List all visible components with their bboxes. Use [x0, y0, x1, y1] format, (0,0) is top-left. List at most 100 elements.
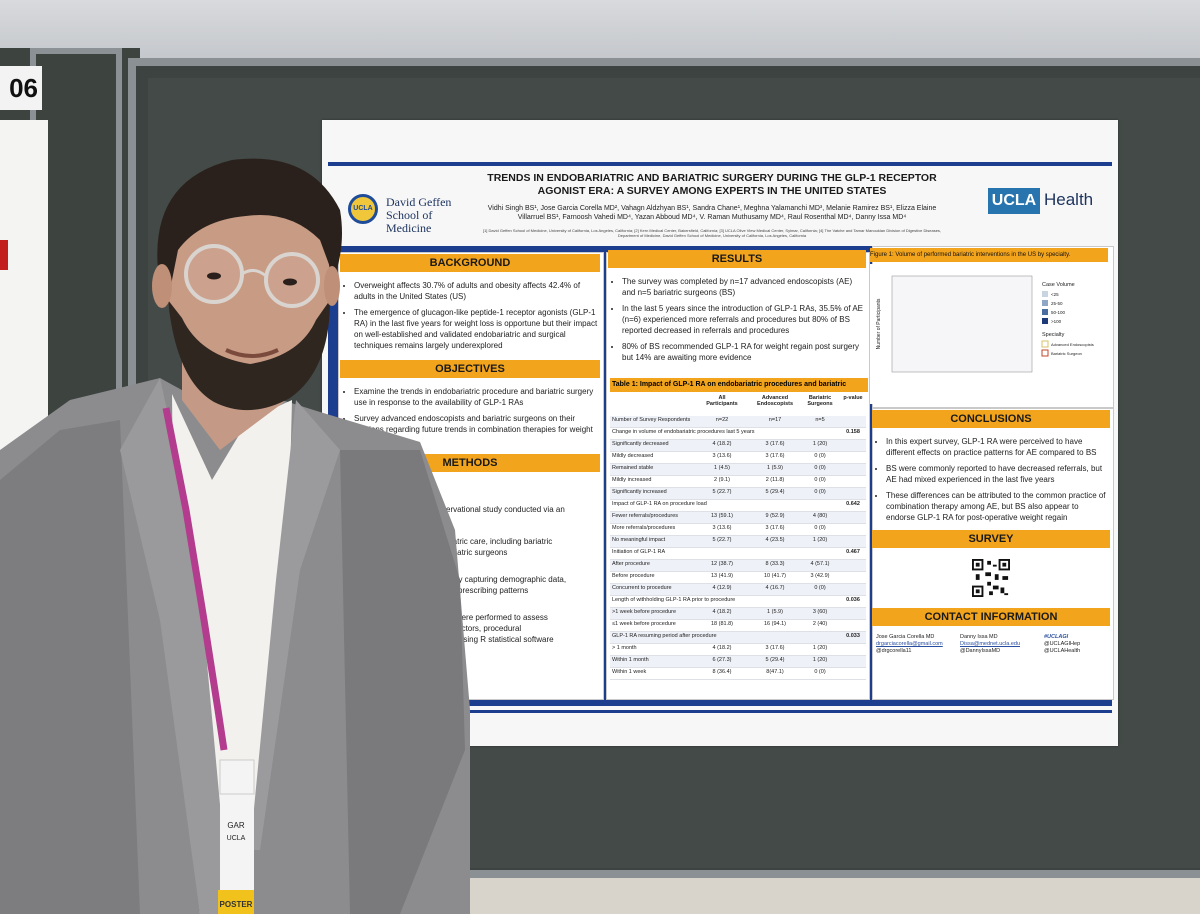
table-cell: 4 (18.2) — [712, 609, 732, 615]
table-cell: 9 (52.9) — [765, 513, 785, 519]
table-row: Impact of GLP-1 RA on procedure load 0.64… — [610, 500, 866, 512]
background-body: Overweight affects 30.7% of adults and o… — [344, 280, 598, 356]
table-row: Within 1 week 8 (36.4) 8(47.1) 0 (0) — [610, 668, 866, 680]
table-cell: Remained stable — [612, 465, 654, 471]
background-bullet: The emergence of glucagon-like peptide-1… — [354, 307, 598, 351]
contact-x-handle: @UCLAHealth — [1044, 648, 1081, 654]
table-row: Remained stable 1 (4.5) 1 (5.9) 0 (0) — [610, 464, 866, 476]
suit-shadow-left — [0, 420, 140, 914]
table-row: Fewer referrals/procedures 13 (59.1) 9 (52… — [610, 512, 866, 524]
legend-label: <25 — [1051, 292, 1059, 297]
table-row: After procedure 12 (38.7) 8 (33.3) 4 (57.1) — [610, 560, 866, 572]
contact-name: Danny Issa MD — [960, 634, 998, 640]
background-header: BACKGROUND — [340, 254, 600, 272]
table-cell: 0 (0) — [814, 465, 826, 471]
table-cell: 3 (17.6) — [765, 525, 785, 531]
badge-name-fragment: GAR — [227, 821, 245, 830]
table-cell: 4 (80) — [812, 513, 828, 519]
table-cell: 3 (60) — [812, 609, 828, 615]
title-top-rule — [328, 162, 1112, 166]
table-cell: 3 (13.6) — [712, 525, 732, 531]
specialty-swatch — [1041, 340, 1049, 348]
table-cell: 4 (16.7) — [765, 585, 785, 591]
table-cell: 16 (94.1) — [763, 621, 786, 627]
beard — [168, 300, 330, 411]
table-cell: 13 (59.1) — [710, 513, 733, 519]
poster-ribbon — [218, 890, 254, 914]
table-row: Within 1 month 6 (27.3) 5 (29.4) 1 (20) — [610, 656, 866, 668]
ucla-seal-logo: UCLA — [348, 194, 378, 224]
table-cell: 1 (20) — [812, 645, 828, 651]
table-cell: n=17 — [768, 417, 782, 423]
objectives-bullet: Examine the trends in endobariatric proc… — [354, 386, 598, 408]
specialty-legend-title: Specialty — [1042, 332, 1065, 338]
table-cell: Mildly increased — [612, 477, 652, 483]
table-cell: 0 (0) — [814, 669, 826, 675]
table-cell: 0 (0) — [814, 453, 826, 459]
table-cell: 2 (40) — [812, 621, 828, 627]
hair — [157, 158, 342, 290]
legend-label: 25-50 — [1051, 301, 1063, 306]
table-cell: 4 (18.2) — [712, 645, 732, 651]
table-row: Change in volume of endobariatric proced… — [610, 428, 866, 440]
contact-x-handle: @drgcorella11 — [876, 648, 912, 654]
results-header: RESULTS — [608, 250, 866, 268]
results-bullet: In the last 5 years since the introducti… — [622, 303, 864, 336]
table-cell: 4 (18.2) — [712, 441, 732, 447]
table-cell: 0 (0) — [814, 489, 826, 495]
table-cell: 5 (22.7) — [712, 489, 732, 495]
table-row: GLP-1 RA resuming period after procedure… — [610, 632, 866, 644]
figure-chart: Number of Participants Case Volume <25 25-5… — [870, 264, 1108, 404]
table-cell: 3 (42.9) — [810, 573, 830, 579]
table-cell: 0.467 — [846, 549, 860, 555]
left-poster-red-accent — [0, 240, 8, 270]
table-title: Table 1: Impact of GLP-1 RA on endobaria… — [610, 378, 868, 402]
contact-email-link[interactable]: drgarciacorella@gmail.com — [876, 641, 943, 647]
ucla-health-logo-box: UCLA — [988, 188, 1040, 214]
table-cell: ≤1 week before procedure — [612, 621, 676, 627]
table-cell: 0.036 — [846, 597, 860, 603]
legend-swatch — [1042, 291, 1048, 297]
table-cell: Fewer referrals/procedures — [612, 513, 679, 519]
table-header-cell: p-value — [843, 395, 863, 401]
table-cell: 3 (17.6) — [765, 441, 785, 447]
ucla-health-logo-text: Health — [1044, 190, 1094, 209]
legend-swatch — [1042, 309, 1048, 315]
table-cell: 3 (17.6) — [765, 645, 785, 651]
table-row: Initiation of GLP-1 RA 0.467 — [610, 548, 866, 560]
results-body: The survey was completed by n=17 advance… — [612, 276, 864, 368]
table-cell: 5 (29.4) — [765, 489, 785, 495]
table-cell: More referrals/procedures — [612, 525, 676, 531]
methods-line: rs in bariatric care, including bariatri… — [422, 537, 553, 546]
ceiling — [0, 0, 1200, 60]
objectives-bullet: Survey advanced endoscopists and bariatr… — [354, 413, 598, 435]
table-cell: > 1 month — [612, 645, 637, 651]
table-cell: 2 (11.8) — [765, 477, 785, 483]
table-cell: 1 (5.9) — [767, 609, 783, 615]
poster-affiliations: [1] David Geffen School of Medicine, Uni… — [482, 228, 942, 238]
table-cell: Mildly decreased — [612, 453, 654, 459]
table-cell: 1 (4.5) — [714, 465, 730, 471]
specialty-label: Bariatric Surgeon — [1051, 351, 1082, 356]
table-cell: 5 (29.4) — [765, 657, 785, 663]
legend-title: Case Volume — [1042, 282, 1075, 288]
contact-x-handle: @DannyIssaMD — [960, 648, 1001, 654]
table-cell: Within 1 week — [612, 669, 647, 675]
suit-shadow-right — [340, 450, 465, 914]
table-row: ≤1 week before procedure 18 (81.8) 16 (94.… — [610, 620, 866, 632]
table-cell: 12 (38.7) — [710, 561, 733, 567]
table-row: > 1 month 4 (18.2) 3 (17.6) 1 (20) — [610, 644, 866, 656]
face — [166, 176, 330, 384]
table-cell: No meaningful impact — [612, 537, 666, 543]
table-cell: 6 (27.3) — [712, 657, 732, 663]
presenter-person: GAR UCLA POSTER — [0, 158, 470, 914]
contact-header: CONTACT INFORMATION — [872, 608, 1110, 626]
methods-line: ographic factors, procedural — [422, 624, 522, 633]
contact-email-link[interactable]: Dissa@mednet.ucla.edu — [960, 641, 1021, 647]
legend-label: 50-100 — [1051, 310, 1066, 315]
contact-3: #UCLAGI @UCLAGIHep @UCLAHealth — [1044, 634, 1110, 655]
table-cell: 8 (36.4) — [712, 669, 732, 675]
conclusions-bullet: BS were commonly reported to have decrea… — [886, 463, 1108, 485]
glasses-bridge — [241, 269, 267, 278]
methods-line: analyses were performed to assess — [422, 613, 548, 622]
